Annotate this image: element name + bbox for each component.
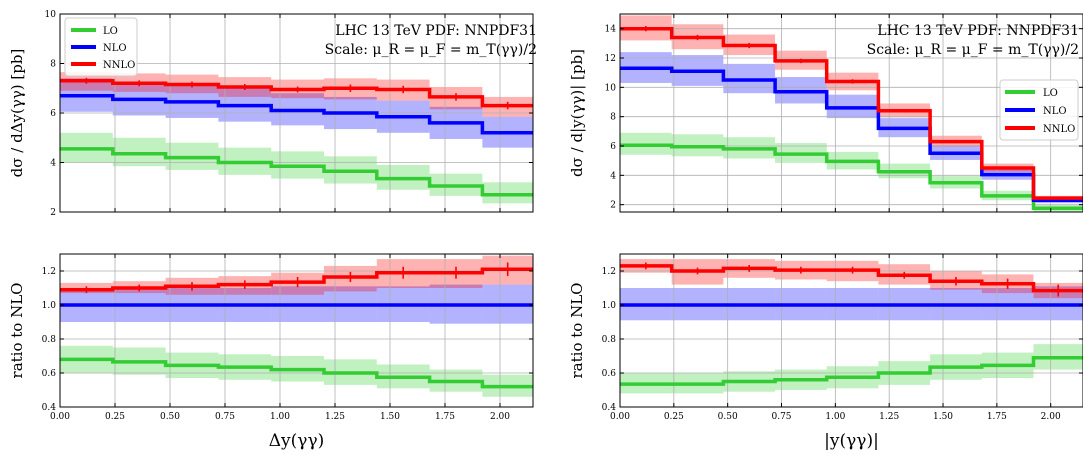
left-top-ytick-label-3: 8 bbox=[50, 60, 56, 70]
left-top-lo-band-1 bbox=[112, 137, 166, 167]
left-top-nlo-line bbox=[60, 93, 533, 135]
right-top-ytick-label-4: 10 bbox=[605, 83, 617, 93]
right-bottom-xtick-label-4: 1.00 bbox=[825, 412, 845, 422]
right-top-lo-line bbox=[620, 143, 1083, 211]
legend-left: LO NLO NNLO bbox=[64, 17, 138, 77]
legend-left-box bbox=[64, 17, 138, 77]
right-bottom-xtick-label-2: 0.50 bbox=[718, 412, 738, 422]
right-bottom-ytick-label-4: 1.2 bbox=[602, 267, 616, 277]
right-bottom-ytick-label-1: 0.6 bbox=[602, 369, 617, 379]
left-top-ytick-label-2: 6 bbox=[50, 109, 56, 119]
annotation-line1-left: LHC 13 TeV PDF: NNPDF31 bbox=[335, 23, 537, 39]
left-bottom-xtick-label-1: 0.25 bbox=[105, 412, 125, 422]
right-bottom-xtick-label-0: 0.00 bbox=[610, 412, 630, 422]
right-bottom-xtick-label-1: 0.25 bbox=[664, 412, 684, 422]
axes-frames-layer bbox=[59, 13, 1083, 408]
legend-right-box bbox=[999, 79, 1079, 141]
right-top-ytick-label-1: 4 bbox=[610, 171, 616, 181]
left-top-lo-line bbox=[60, 147, 533, 197]
right-top-ytick-label-2: 6 bbox=[610, 142, 616, 152]
right-top-ytick-label-3: 8 bbox=[610, 113, 616, 123]
left-bottom-xtick-label-2: 0.50 bbox=[160, 412, 180, 422]
legend-right-nnlo-label: NNLO bbox=[1043, 124, 1075, 135]
legend-right: LO NLO NNLO bbox=[999, 79, 1079, 141]
left-bottom-frame bbox=[59, 253, 534, 408]
left-top-lo-band-8 bbox=[482, 182, 533, 204]
right-top-ytick-label-6: 14 bbox=[605, 25, 617, 35]
left-bottom-xtick-label-0: 0.00 bbox=[50, 412, 70, 422]
left-top-ylabel: dσ / dΔy(γγ) [pb] bbox=[8, 49, 26, 178]
left-bottom-ylabel: ratio to NLO bbox=[8, 283, 26, 379]
right-bottom-xtick-label-3: 0.75 bbox=[771, 412, 791, 422]
right-bottom-xlabel: |y(γγ)| bbox=[824, 431, 879, 451]
right-bottom-ytick-label-3: 1.0 bbox=[602, 301, 617, 311]
legend-left-nlo-label: NLO bbox=[103, 43, 127, 54]
left-bottom-xtick-label-3: 0.75 bbox=[215, 412, 235, 422]
right-bottom-xtick-label-7: 1.75 bbox=[987, 412, 1007, 422]
left-bottom-ytick-label-0: 0.4 bbox=[42, 403, 57, 413]
right-top-ylabel: dσ / d|y(γγ)| [pb] bbox=[568, 49, 586, 177]
right-bottom-xtick-label-6: 1.50 bbox=[933, 412, 953, 422]
series-lines-layer bbox=[60, 26, 1083, 389]
left-top-ytick-label-0: 2 bbox=[50, 208, 56, 218]
right-bottom-xtick-label-5: 1.25 bbox=[879, 412, 899, 422]
right-bottom-xtick-label-8: 2.00 bbox=[1041, 412, 1061, 422]
annotation-line1-right: LHC 13 TeV PDF: NNPDF31 bbox=[877, 23, 1079, 39]
left-bottom-xtick-label-5: 1.25 bbox=[325, 412, 345, 422]
right-bottom-ylabel: ratio to NLO bbox=[568, 283, 586, 379]
left-bottom-ytick-label-2: 0.8 bbox=[42, 335, 57, 345]
legend-left-lo-label: LO bbox=[103, 26, 118, 37]
right-bottom-ytick-label-0: 0.4 bbox=[602, 403, 617, 413]
left-bottom-xtick-label-8: 2.00 bbox=[490, 412, 510, 422]
legend-right-lo-label: LO bbox=[1043, 88, 1058, 99]
right-bottom-frame bbox=[619, 253, 1083, 408]
left-bottom-lo-line bbox=[60, 357, 533, 389]
left-bottom-ytick-label-4: 1.2 bbox=[42, 267, 56, 277]
left-top-ytick-label-4: 10 bbox=[45, 10, 57, 20]
right-top-ytick-label-5: 12 bbox=[605, 54, 616, 64]
right-top-nlo-line bbox=[620, 66, 1083, 203]
annotation-line2-left: Scale: μ_R = μ_F = m_T(γγ)/2 bbox=[325, 42, 537, 58]
left-top-ytick-label-1: 4 bbox=[50, 159, 56, 169]
legend-right-nlo-label: NLO bbox=[1043, 106, 1067, 117]
left-bottom-xtick-label-6: 1.50 bbox=[380, 412, 400, 422]
right-bottom-ytick-label-2: 0.8 bbox=[602, 335, 617, 345]
left-bottom-xlabel: Δy(γγ) bbox=[269, 431, 324, 451]
left-bottom-ytick-label-3: 1.0 bbox=[42, 301, 57, 311]
legend-left-nnlo-label: NNLO bbox=[103, 60, 135, 71]
left-bottom-xtick-label-4: 1.00 bbox=[270, 412, 290, 422]
left-bottom-ytick-label-1: 0.6 bbox=[42, 369, 57, 379]
left-bottom-xtick-label-7: 1.75 bbox=[435, 412, 455, 422]
annotation-line2-right: Scale: μ_R = μ_F = m_T(γγ)/2 bbox=[867, 42, 1079, 58]
right-bottom-lo-line bbox=[620, 355, 1083, 386]
left-bottom-nnlo-line bbox=[60, 267, 533, 292]
axis-text-layer: 2 4 6 8 10 dσ / dΔy(γγ) [pb] 0.00 0.25 0.50 0.75 1… bbox=[8, 10, 1061, 451]
right-top-ytick-label-0: 2 bbox=[610, 201, 616, 211]
right-bottom-nnlo-line bbox=[620, 264, 1083, 293]
right-top-frame bbox=[619, 13, 1083, 213]
